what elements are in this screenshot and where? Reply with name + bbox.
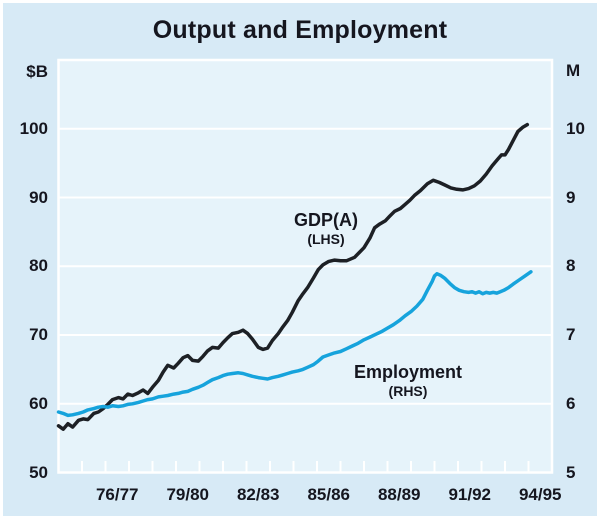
right-axis-tick-label-6: 6 (566, 393, 576, 413)
left-axis-tick-label-100: 100 (19, 118, 48, 138)
x-axis-label-94-95: 94/95 (518, 485, 562, 504)
gdp-a--line (56, 122, 530, 431)
employment-axis-hint-label: (RHS) (388, 383, 428, 399)
x-axis-label-91-92: 91/92 (448, 485, 492, 504)
plot-border (57, 58, 554, 474)
gdp-axis-hint-label: (LHS) (307, 231, 345, 247)
left-axis-tick-label-90: 90 (29, 187, 48, 207)
left-axis-tick-label-60: 60 (29, 393, 48, 413)
right-axis-tick-label-7: 7 (566, 325, 576, 344)
right-axis-tick-label-5: 5 (566, 462, 576, 482)
x-axis-label-76-77: 76/77 (95, 485, 139, 504)
left-axis-unit-label: $B (26, 62, 48, 81)
right-axis-tick-label-8: 8 (566, 256, 576, 276)
chart-title: Output and Employment (152, 16, 448, 44)
employment-series-annotation: Employment (RHS) (325, 362, 491, 399)
right-axis-tick-label-10: 10 (566, 118, 585, 138)
x-axis-label-88-89: 88/89 (377, 485, 421, 504)
employment-series-label: Employment (353, 362, 463, 382)
right-axis-unit-label: M (566, 61, 581, 80)
chart-plot (56, 58, 554, 474)
left-axis-tick-label-80: 80 (29, 256, 48, 276)
x-axis-label-79-80: 79/80 (166, 485, 210, 504)
x-axis-label-82-83: 82/83 (236, 485, 280, 504)
gdp-series-label: GDP(A) (294, 210, 358, 230)
gdp-series-annotation: GDP(A) (LHS) (263, 210, 389, 247)
left-axis-tick-label-70: 70 (29, 325, 48, 344)
x-axis-label-85-86: 85/86 (307, 485, 351, 504)
left-axis-tick-label-50: 50 (29, 462, 48, 482)
employment-line (56, 270, 533, 418)
right-axis-tick-label-9: 9 (566, 187, 576, 207)
